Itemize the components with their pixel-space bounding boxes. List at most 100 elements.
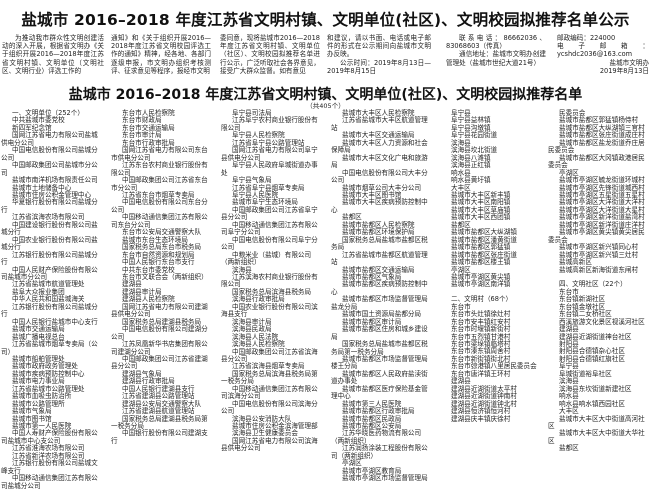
list-item: 建湖县近湖街道钟南村 xyxy=(451,392,517,401)
list-item: 国家税务总局东台市税务局 xyxy=(122,243,202,252)
list-item: 东台市溱东镇周舍村 xyxy=(451,347,511,356)
list-item: 盐城市亭湖区大洋街道大星村 xyxy=(559,205,645,214)
list-item: 中国电信股份有限公司大丰分公司 xyxy=(331,168,428,185)
list-item: 东台市头灶镇徐灶村 xyxy=(451,310,511,319)
list-item: 江苏省盐城市航道管理处 xyxy=(12,280,85,289)
list-item: 滨海县正红镇 xyxy=(451,161,491,170)
list-item: 东台市 xyxy=(559,287,579,296)
intro-column-1: 为推动我市群众性文明创建活动的深入开展，根据省文明办《关于组织开展2016—20… xyxy=(2,34,104,75)
list-item: 江苏华晓医药物流有限公司（两新组织） xyxy=(331,429,422,445)
list-item: 盐城市第一人民医院 xyxy=(12,422,72,431)
list-item: 建湖县气象局 xyxy=(122,369,162,378)
list-item: 盐城市大丰区疾病预防控制中心 xyxy=(331,198,428,214)
list-item: 盐城市亭湖区新兴镇同心村 xyxy=(559,243,639,252)
list-item: 滨海县民政局 xyxy=(232,325,272,334)
list-item: 国网江苏省电力有限公司建湖县供电分公司 xyxy=(111,302,208,319)
list-item: 国网江苏省电力有限公司盐城供电分公司 xyxy=(1,131,98,147)
list-column: 东台市人民检察院 东台市财政局 东台市交通运输局 东台市审计局 东台市行政审批局 国网江苏… xyxy=(111,109,212,445)
list-item: 东台市行政审批局 xyxy=(122,138,175,147)
list-item: 国家税务总局建湖县税务局第一税务分局 xyxy=(111,414,208,431)
list-item: 亭湖区 xyxy=(342,459,362,468)
list-item: 盐城市图书馆 xyxy=(12,414,52,423)
list-item: 东台市文联合会（两新组织） xyxy=(122,272,208,281)
list-item: 盐城市住房公积金滨海管理部 xyxy=(232,422,318,431)
list-item: 盐城市土地储备中心 xyxy=(12,183,72,192)
list-item: 盐城市东台生态环境局 xyxy=(122,235,188,244)
list-item: 江苏省盐城市公路管理处 xyxy=(12,384,85,393)
list-item: 中国农业银行股份有限公司滨海县支行 xyxy=(221,302,318,319)
list-item: 中华人民共和国盐城海关 xyxy=(12,295,85,304)
list-item: 盐城市大丰区人力资源和社会保障局 xyxy=(331,138,428,155)
publicity-period: 公示时间：2019年8月13日—2019年8月15日 xyxy=(327,58,431,75)
list-item: 滨海县 xyxy=(451,138,471,147)
list-item: 阜宁县司法局 xyxy=(232,109,272,117)
list-item: 盐城市大丰区图书馆 xyxy=(342,190,402,199)
list-item: 盐城市亭湖区黄尖镇黄尖居民委员会 xyxy=(548,228,645,244)
list-item: 盐城市盐都区楼王镇 xyxy=(451,258,511,267)
list-item: 盐城市大丰区草庙镇 xyxy=(451,205,511,214)
list-item: 盐城市盐都区张庄街道成庄村 xyxy=(559,131,645,140)
list-item: 华夏银行股份有限公司盐城分行 xyxy=(1,198,98,214)
list-item: 阜宁县人民检察院 xyxy=(232,131,285,140)
list-item: 四、文明社区（22个） xyxy=(559,280,627,289)
list-item: 盐城市大丰区人民检察院 xyxy=(342,109,415,117)
list-item: 建湖县 xyxy=(559,325,579,334)
list-item: 国家税务总局盐城市盐都区税务局第一税务分局 xyxy=(331,340,428,356)
intro-paragraph: 和建议，请以书面、电话或电子邮件的形式在公示期间向盐城市文明办反映。 xyxy=(327,34,431,59)
intro-column-4: 和建议，请以书面、电话或电子邮件的形式在公示期间向盐城市文明办反映。 公示时间：… xyxy=(327,34,431,75)
list-item: 盐城市盐都区人民政府盐渎街道办事处 xyxy=(331,369,428,386)
issue-date: 2019年8月13日 xyxy=(599,66,649,75)
list-item: 盐城市盐都区市场监督管理局盐龙分局 xyxy=(331,295,428,311)
list-item: 滨海县 xyxy=(232,265,252,274)
list-item: 盐城市盐都区疾病预防控制中心 xyxy=(331,280,428,296)
list-item: 阜宁县 xyxy=(559,362,579,371)
list-item: 中国人民银行盐城市中心支行 xyxy=(12,317,98,326)
list-item: 盐城市盐都区大冈镇政港居民委员会 xyxy=(548,153,645,170)
list-item: 盐城市大丰区新丰镇 xyxy=(451,190,511,199)
list-item: 建湖县近湖街道太平村 xyxy=(451,384,517,393)
list-item: 滨海县卫生健康委员会 xyxy=(232,429,298,438)
list-item: 响水县 xyxy=(559,392,579,401)
list-item: 盐城市烟草公司大丰分公司 xyxy=(342,183,422,192)
list-item: 盐城市船舶管理处 xyxy=(12,354,65,363)
list-item: 响水县黄圩镇 xyxy=(451,176,491,185)
list-item: 东台市 xyxy=(451,302,471,311)
list-item: 盐城市国土资源局盐都分局 xyxy=(342,310,422,319)
list-item: 国家税务总局建湖县税务局 xyxy=(122,317,202,326)
list-item: 中粮米业（盐城）有限公司（两新组织） xyxy=(221,250,312,267)
list-item: 滨海县 xyxy=(559,377,579,386)
list-item: 中国邮政集团公司江苏省东台市分公司 xyxy=(111,176,208,192)
list-item: 中国电信股份有限公司滨海分公司 xyxy=(221,399,318,416)
list-item: 建湖县行政审批局 xyxy=(122,377,175,386)
list-item: 西溪旅游文化景区视溪河社区 xyxy=(559,317,645,326)
list-item: 阜宁县人民医院 xyxy=(232,190,279,199)
list-item: 大丰区 xyxy=(451,183,471,192)
list-item: 盐城市阜宁生态环境局 xyxy=(232,198,298,207)
list-item: 盐城市第三人民医院 xyxy=(342,399,402,408)
list-item: 中国人民财产保险股份有限公司盐城市分公司 xyxy=(1,265,98,281)
email-address[interactable]: 电子邮箱：ycshdc2036@163.com xyxy=(557,42,649,59)
intro-paragraph: 通知》和《关于组织开展2016—2018年度江苏省文明校园评选工作的通知》精神，… xyxy=(111,34,211,75)
list-item: 射阳县合德镇杂心社区 xyxy=(559,347,625,356)
list-column: 阜宁县 阜宁县益林镇 阜宁县沟墩镇 阜宁县花园街道 滨海县 滨海县坎北街道 滨海县八滩镇 滨海… xyxy=(440,109,540,423)
list-item: 盐城市盐都区大纵湖镇三官村 xyxy=(559,123,645,132)
list-item: 阜城街道裕阜社区 xyxy=(559,369,612,378)
contact-phone: 联系电话：86662036、83068603（传真） xyxy=(446,34,546,51)
list-item: 盐城市亭湖区先锋街道城西村 xyxy=(559,183,645,192)
list-item: 国家税务总局滨海县税务局第一税务分局 xyxy=(221,369,318,386)
list-item: 滨海县审计局 xyxy=(232,317,272,326)
list-item: 盐城高新区新海街道东闸村 xyxy=(559,265,639,274)
list-item: 盐城市大丰区南阳镇 xyxy=(451,198,511,207)
notice-title: 盐城市 2016–2018 年度江苏省文明村镇、文明单位(社区)、文明校园拟推荐… xyxy=(21,11,630,29)
list-item: 东台市安丰镇红安村 xyxy=(451,317,511,326)
list-item: 建湖县恒济镇恒河村 xyxy=(451,407,511,416)
list-item: 中国农业银行股份有限公司盐城分行 xyxy=(1,235,98,252)
list-item: 中国建设银行股份有限公司盐城分行 xyxy=(1,220,98,237)
list-item: 盐城市亭湖区五星街道五星村 xyxy=(559,190,645,199)
list-item: 中国电信股份有限公司盐城分公司 xyxy=(1,146,98,162)
list-item: 江苏银行股份有限公司盐城分行 xyxy=(1,302,98,319)
list-item: 江苏凤凰新华书店集团有限公司建湖分公司 xyxy=(111,340,208,356)
list-item: 盐城市血吸虫防治所 xyxy=(12,392,72,401)
list-item: 国家税务总局滨海县税务局 xyxy=(232,287,312,296)
list-item: 江苏省盐城市盐都区航道管理站 xyxy=(331,250,428,267)
